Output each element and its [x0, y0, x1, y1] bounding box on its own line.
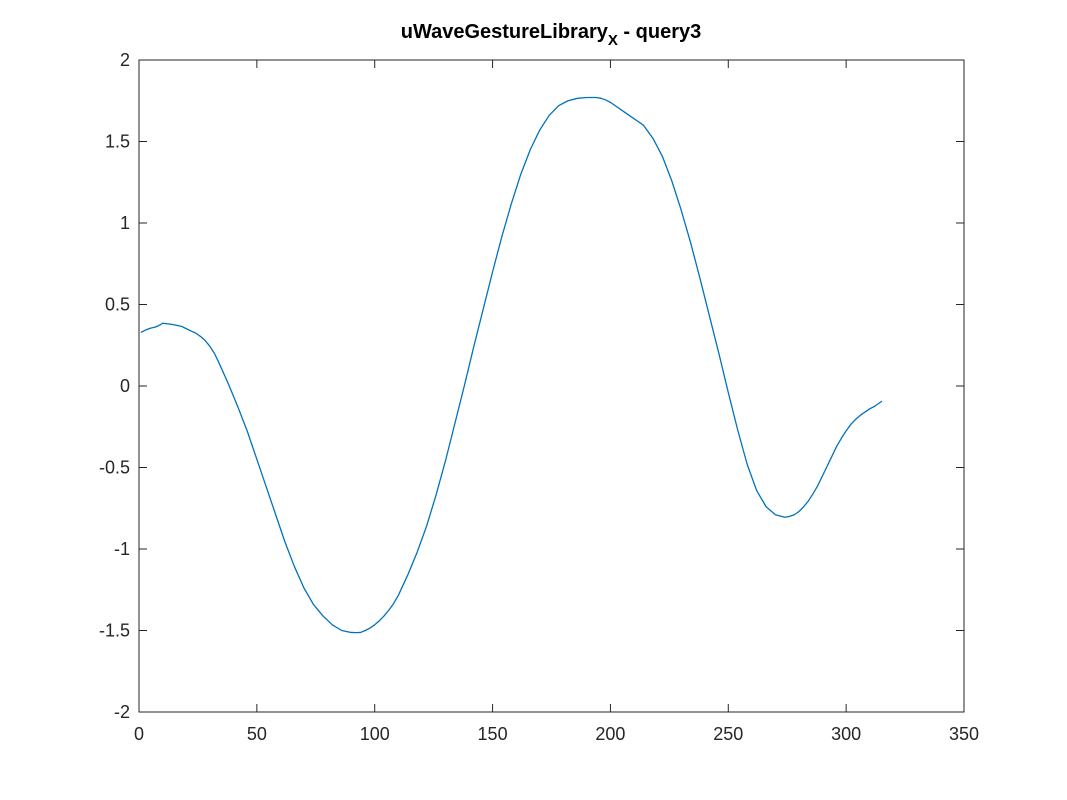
x-tick-label: 300: [831, 724, 861, 744]
series-group: [140, 96, 883, 634]
axis-ticks: [138, 59, 965, 713]
y-tick-label: -1.5: [99, 621, 130, 641]
x-tick-label: 200: [595, 724, 625, 744]
x-tick-label: 0: [134, 724, 144, 744]
y-tick-label: -0.5: [99, 458, 130, 478]
y-tick-label: 1.5: [105, 132, 130, 152]
x-tick-label: 250: [713, 724, 743, 744]
x-tick-label: 150: [478, 724, 508, 744]
y-tick-label: 1: [120, 213, 130, 233]
x-tick-label: 50: [247, 724, 267, 744]
x-tick-labels: 0 50 100 150 200 250 300 350: [134, 724, 979, 744]
y-tick-label: 2: [120, 50, 130, 70]
x-tick-label: 350: [949, 724, 979, 744]
chart-title-subscript: X: [608, 32, 618, 49]
plot-area: [138, 59, 965, 713]
series-line: [140, 96, 883, 634]
y-tick-label: -1: [114, 539, 130, 559]
y-tick-label: 0.5: [105, 295, 130, 315]
chart-title-main: uWaveGestureLibrary: [401, 21, 609, 43]
chart-title: uWaveGestureLibraryX - query3: [401, 21, 701, 49]
y-tick-label: 0: [120, 376, 130, 396]
y-tick-labels: -2 -1.5 -1 -0.5 0 0.5 1 1.5 2: [99, 50, 130, 722]
x-tick-label: 100: [360, 724, 390, 744]
chart-title-suffix: - query3: [618, 21, 701, 43]
y-tick-label: -2: [114, 702, 130, 722]
